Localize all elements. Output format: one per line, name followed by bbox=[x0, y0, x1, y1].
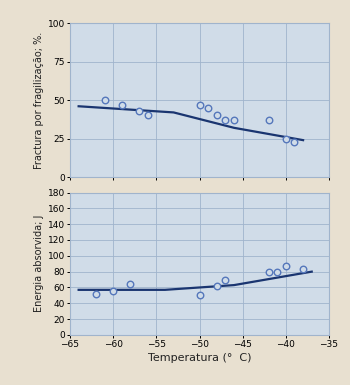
Point bbox=[214, 283, 219, 289]
Point bbox=[266, 117, 271, 123]
Point bbox=[231, 117, 237, 123]
Y-axis label: Energia absorvida; J: Energia absorvida; J bbox=[34, 215, 44, 312]
Point bbox=[223, 117, 228, 123]
Point bbox=[214, 112, 219, 119]
Point bbox=[300, 266, 306, 272]
Y-axis label: Fractura por fragilização; %.: Fractura por fragilização; %. bbox=[34, 32, 44, 169]
Point bbox=[136, 108, 142, 114]
Point bbox=[110, 288, 116, 295]
Point bbox=[292, 139, 297, 145]
Point bbox=[266, 269, 271, 275]
Point bbox=[205, 105, 211, 111]
Point bbox=[223, 276, 228, 283]
Point bbox=[197, 292, 202, 298]
Point bbox=[119, 102, 125, 108]
X-axis label: Temperatura (°  C): Temperatura (° C) bbox=[148, 353, 251, 363]
Point bbox=[283, 263, 289, 269]
Point bbox=[128, 280, 133, 286]
Point bbox=[283, 136, 289, 142]
Point bbox=[197, 102, 202, 108]
Point bbox=[145, 112, 150, 119]
Point bbox=[102, 97, 107, 103]
Point bbox=[93, 291, 99, 297]
Point bbox=[274, 269, 280, 275]
